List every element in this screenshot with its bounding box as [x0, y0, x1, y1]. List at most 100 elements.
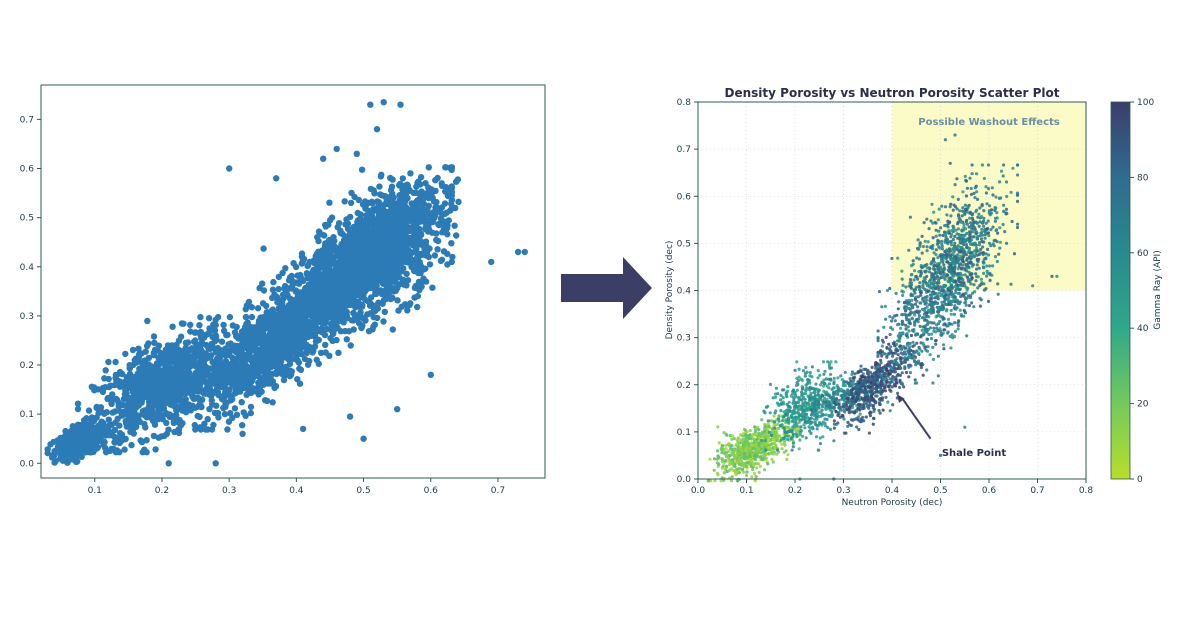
- raw-data-point: [139, 408, 147, 415]
- raw-data-point: [327, 255, 335, 263]
- raw-data-point: [66, 451, 73, 458]
- raw-data-point: [124, 411, 131, 419]
- raw-data-point: [261, 372, 269, 380]
- raw-data-point: [270, 278, 277, 286]
- raw-data-point: [303, 293, 310, 300]
- raw-data-point: [336, 298, 343, 305]
- raw-data-point: [72, 458, 80, 466]
- raw-data-point: [175, 386, 182, 393]
- raw-data-point: [305, 318, 312, 325]
- raw-data-point: [347, 199, 355, 207]
- raw-data-point: [358, 166, 366, 173]
- raw-data-point: [362, 317, 369, 324]
- raw-data-point: [249, 372, 256, 380]
- raw-data-point: [367, 294, 375, 301]
- raw-data-point: [218, 338, 226, 345]
- raw-data-point: [239, 430, 246, 437]
- gr-data-point: [725, 453, 730, 458]
- raw-data-point: [170, 419, 177, 426]
- raw-data-point: [299, 425, 307, 433]
- gr-data-point: [785, 457, 789, 461]
- raw-data-point: [170, 413, 177, 420]
- raw-data-point: [166, 343, 173, 350]
- raw-data-point: [311, 260, 318, 267]
- raw-points-layer: [44, 99, 528, 467]
- raw-data-point: [419, 240, 427, 247]
- raw-data-point: [269, 318, 276, 326]
- raw-data-point: [244, 319, 251, 326]
- raw-data-point: [415, 219, 422, 226]
- raw-data-point: [339, 252, 346, 259]
- raw-data-point: [335, 259, 342, 266]
- raw-data-point: [86, 449, 94, 456]
- raw-data-point: [414, 210, 421, 217]
- raw-data-point: [78, 453, 85, 460]
- raw-data-point: [215, 414, 222, 421]
- raw-data-point: [212, 331, 219, 339]
- raw-data-point: [376, 232, 383, 239]
- raw-data-point: [378, 290, 386, 298]
- raw-data-point: [405, 212, 413, 219]
- raw-data-point: [192, 329, 199, 336]
- raw-data-point: [347, 342, 354, 349]
- raw-data-point: [165, 460, 172, 467]
- raw-data-point: [403, 270, 410, 277]
- raw-data-point: [384, 239, 391, 246]
- raw-data-point: [259, 300, 267, 307]
- raw-data-point: [425, 164, 432, 171]
- raw-data-point: [371, 239, 379, 246]
- raw-data-point: [427, 218, 434, 225]
- raw-data-point: [101, 444, 109, 452]
- raw-data-point: [135, 345, 142, 352]
- raw-data-point: [166, 361, 173, 369]
- raw-data-point: [348, 317, 356, 324]
- raw-data-point: [330, 317, 337, 325]
- raw-data-point: [287, 325, 294, 332]
- gr-data-point: [724, 447, 728, 451]
- transform-arrow-icon: [561, 257, 652, 319]
- raw-data-point: [322, 240, 329, 247]
- raw-data-point: [206, 344, 213, 351]
- raw-data-point: [59, 438, 66, 445]
- raw-data-point: [141, 360, 148, 367]
- raw-data-point: [324, 313, 331, 320]
- raw-data-point: [93, 414, 100, 421]
- raw-data-point: [341, 232, 348, 240]
- raw-data-point: [384, 219, 391, 227]
- raw-data-point: [197, 313, 204, 321]
- raw-data-point: [394, 297, 401, 304]
- raw-data-point: [223, 360, 231, 367]
- raw-data-point: [196, 322, 203, 329]
- raw-data-point: [375, 202, 382, 209]
- gr-data-point: [713, 479, 717, 483]
- raw-data-point: [436, 206, 443, 213]
- raw-data-point: [169, 323, 176, 330]
- raw-data-point: [275, 273, 282, 281]
- raw-data-point: [343, 336, 350, 343]
- raw-data-point: [399, 278, 407, 285]
- raw-data-point: [162, 399, 170, 406]
- raw-data-point: [412, 189, 420, 196]
- raw-data-point: [117, 408, 124, 415]
- raw-data-point: [145, 340, 152, 347]
- gr-data-point: [752, 437, 756, 441]
- gr-data-point: [737, 449, 741, 453]
- raw-data-point: [201, 420, 208, 427]
- raw-data-point: [109, 391, 116, 398]
- raw-data-point: [321, 300, 328, 307]
- raw-data-point: [395, 307, 402, 314]
- raw-data-point: [278, 340, 285, 347]
- raw-data-point: [435, 221, 442, 228]
- raw-data-point: [349, 287, 356, 295]
- raw-data-point: [84, 438, 91, 446]
- raw-data-point: [453, 232, 460, 239]
- raw-data-point: [129, 346, 137, 354]
- raw-data-point: [239, 332, 246, 339]
- raw-data-point: [380, 99, 387, 106]
- raw-data-point: [371, 277, 378, 284]
- raw-data-point: [56, 449, 64, 457]
- raw-data-point: [365, 328, 373, 335]
- raw-data-point: [286, 295, 293, 302]
- raw-data-point: [263, 397, 271, 405]
- gr-data-point: [730, 444, 734, 448]
